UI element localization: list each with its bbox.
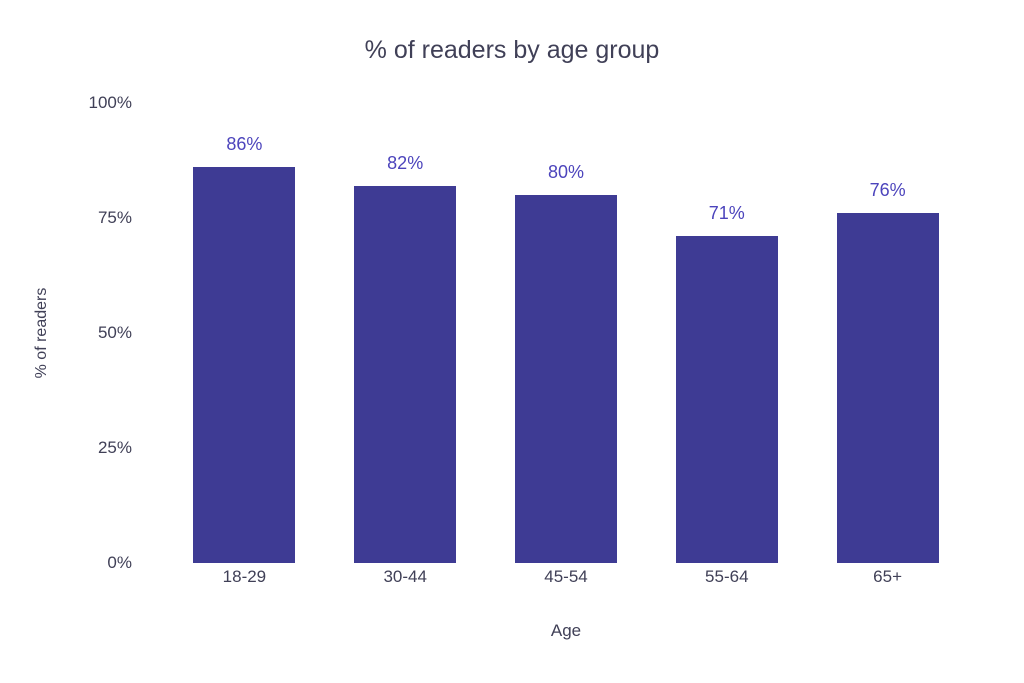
chart-title: % of readers by age group: [364, 36, 660, 64]
bar: [675, 236, 778, 563]
y-tick-label: 0%: [107, 553, 132, 572]
bar-column: 82%: [325, 103, 486, 563]
x-tick-label: 55-64: [705, 567, 749, 586]
y-tick-label: 25%: [97, 438, 132, 457]
x-axis-title: Age: [550, 621, 582, 640]
bar-value-label: 82%: [387, 152, 424, 173]
x-axis-ticks: 18-29 30-44 45-54 55-64 65+: [164, 567, 968, 587]
bar: [354, 185, 457, 563]
x-tick-label: 45-54: [544, 567, 588, 586]
bar: [193, 167, 296, 563]
bar: [514, 195, 617, 563]
x-tick-label: 18-29: [222, 567, 267, 586]
y-axis-ticks: 100% 75% 50% 25% 0%: [0, 93, 132, 572]
plot-area: 86% 82% 80% 71% 76%: [164, 103, 968, 563]
y-tick-label: 100%: [88, 93, 132, 112]
bar-column: 80%: [486, 103, 647, 563]
x-tick-label: 30-44: [383, 567, 427, 586]
y-tick-label: 50%: [97, 323, 132, 342]
x-tick-label: 65+: [873, 567, 902, 586]
y-tick-label: 75%: [97, 208, 132, 227]
bar-column: 76%: [807, 103, 968, 563]
bar-column: 71%: [646, 103, 807, 563]
bar-value-label: 71%: [708, 203, 745, 224]
bar-column: 86%: [164, 103, 325, 563]
bar-value-label: 86%: [226, 134, 263, 155]
bar-value-label: 76%: [869, 180, 906, 201]
bar: [836, 213, 939, 563]
bar-value-label: 80%: [547, 162, 584, 182]
